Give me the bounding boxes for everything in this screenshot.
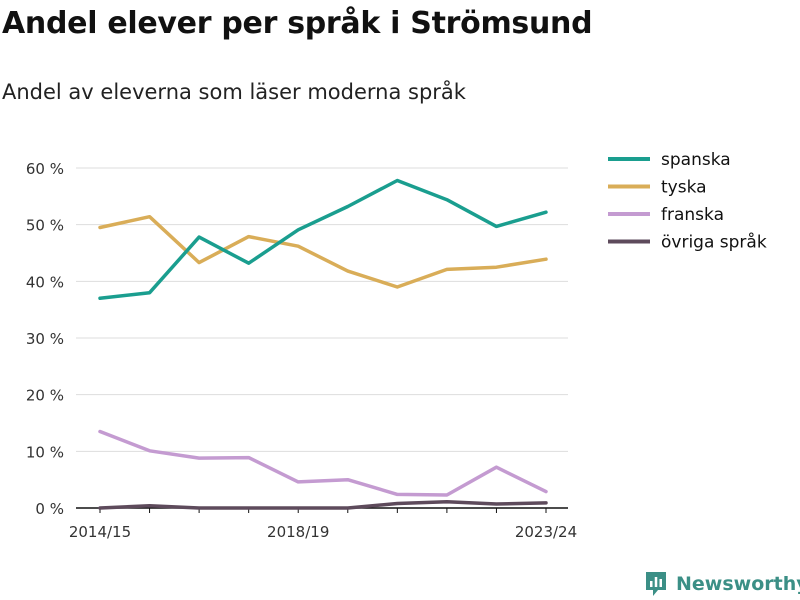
legend-label: franska [661,205,724,225]
y-tick-label: 10 % [26,443,64,461]
y-tick-label: 20 % [26,387,64,405]
series-line-övriga-språk [98,500,548,510]
series-line-tyska [98,214,548,289]
x-tick-label: 2023/24 [515,523,577,541]
legend-label: övriga språk [661,232,767,253]
series-lines [98,178,548,510]
brand-name: Newsworthy [676,573,800,595]
legend-label: tyska [661,178,707,198]
y-tick-label: 30 % [26,330,64,348]
newsworthy-logo-icon [646,572,666,596]
brand-logo: Newsworthy [644,568,800,600]
chart-title: Andel elever per språk i Strömsund [2,6,593,41]
legend: spanska tyska franska övriga språk [608,150,767,253]
y-tick-label: 40 % [26,273,64,291]
x-tick-label: 2014/15 [69,523,131,541]
y-tick-label: 0 % [35,500,64,518]
x-tick-label: 2018/19 [267,523,329,541]
series-line-spanska [98,178,548,301]
chart-subtitle: Andel av eleverna som läser moderna språ… [2,80,466,104]
legend-label: spanska [661,150,731,170]
gridlines [76,167,568,452]
x-axis: 2014/15 2018/19 2023/24 [69,507,577,541]
series-line-franska [98,429,548,497]
y-tick-label: 50 % [26,217,64,235]
y-axis-labels: 0 % 10 % 20 % 30 % 40 % 50 % 60 % [26,160,64,518]
y-tick-label: 60 % [26,160,64,178]
